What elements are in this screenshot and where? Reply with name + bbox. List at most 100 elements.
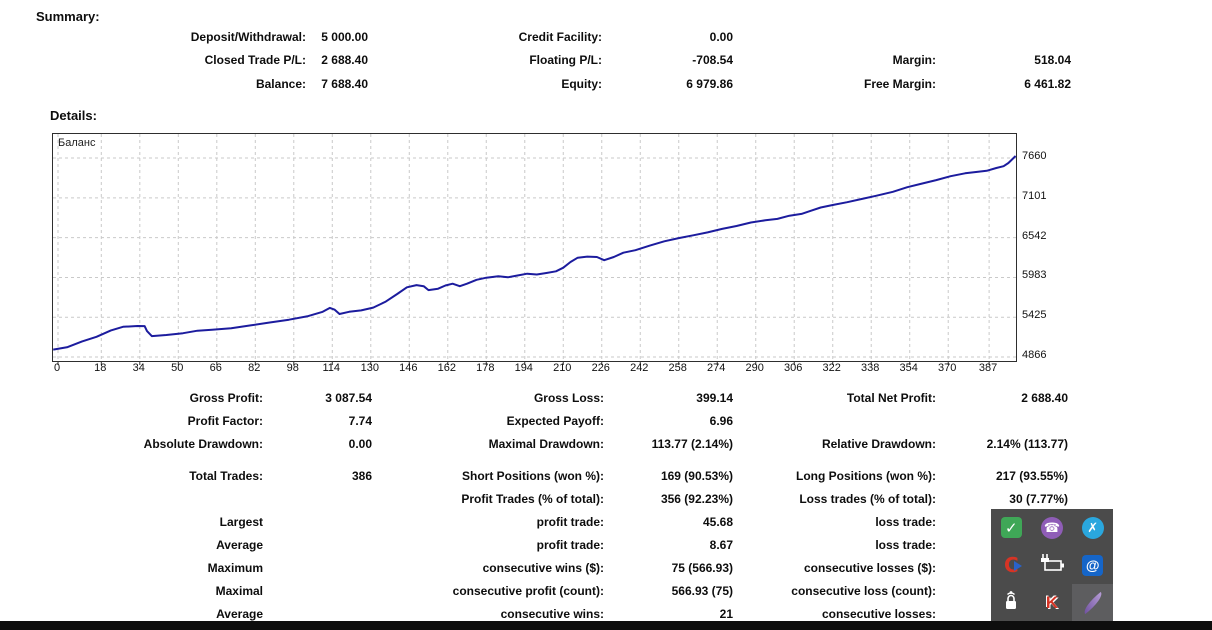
wireless-lock-icon	[999, 589, 1023, 618]
stat-label: loss trade:	[875, 538, 936, 552]
tray-cell-wireless-lock-icon[interactable]	[991, 584, 1032, 622]
feather-quill-icon	[1079, 592, 1106, 615]
stat-value	[250, 538, 372, 553]
x-axis-label: 66	[209, 362, 222, 374]
stat-label: Gross Profit:	[189, 391, 263, 405]
stat-label: Average	[216, 607, 263, 621]
tray-cell-blue-circle-x-icon[interactable]: ✗	[1072, 509, 1113, 547]
x-axis-label: 0	[53, 362, 61, 374]
tray-cell-at-messenger-icon[interactable]: @	[1072, 547, 1113, 585]
stat-value	[250, 515, 372, 530]
x-axis-label: 370	[938, 362, 957, 374]
stat-value: 518.04	[1034, 53, 1071, 67]
stat-label: Short Positions (won %):	[462, 469, 604, 483]
stat-label: Long Positions (won %):	[796, 469, 936, 483]
stat-label: Profit Trades (% of total):	[461, 492, 604, 506]
details-title: Details:	[50, 108, 97, 123]
x-axis-label: 322	[822, 362, 841, 374]
stat-label: Equity:	[561, 77, 602, 91]
stat-value: 566.93 (75)	[671, 584, 733, 598]
stat-value: 356 (92.23%)	[660, 492, 733, 506]
stat-label: Average	[216, 538, 263, 552]
stat-value: 8.67	[709, 538, 733, 552]
stat-label: profit trade:	[536, 538, 604, 552]
battery-plug-icon	[1038, 552, 1066, 579]
system-tray-overflow-popup[interactable]: ✓ ☎ ✗ C @ K	[991, 509, 1113, 622]
stat-value: 3 087.54	[325, 391, 372, 405]
stat-label: Total Trades:	[189, 469, 263, 483]
stat-value	[950, 414, 1068, 429]
y-axis-label: 5425	[1022, 309, 1047, 322]
stat-value: 30 (7.77%)	[1009, 492, 1068, 506]
stat-value: 6.96	[709, 414, 733, 428]
x-axis-label: 242	[630, 362, 649, 374]
x-axis-label: 194	[514, 362, 533, 374]
stat-label: Maximum	[207, 561, 263, 575]
stat-label: Margin:	[892, 53, 936, 67]
stat-label: Maximal	[215, 584, 263, 598]
tray-cell-battery-plug-icon[interactable]	[1032, 547, 1073, 585]
tray-cell-viber-phone-icon[interactable]: ☎	[1032, 509, 1073, 547]
stat-label: Floating P/L:	[529, 53, 602, 67]
y-axis-label: 4866	[1022, 349, 1047, 361]
x-axis-label: 290	[745, 362, 764, 374]
stat-value: 2.14% (113.77)	[986, 437, 1068, 451]
tray-cell-feather-quill-icon[interactable]	[1072, 584, 1113, 622]
stat-label: consecutive losses:	[821, 607, 936, 621]
stat-label: Largest	[219, 515, 263, 529]
x-axis-label: 178	[476, 362, 495, 374]
chart-series-label: Баланс	[58, 137, 96, 149]
x-axis-label: 130	[360, 362, 379, 374]
x-axis-label: 50	[171, 362, 184, 374]
stat-label: profit trade:	[536, 515, 604, 529]
y-axis-label: 7660	[1022, 150, 1047, 162]
stat-label	[780, 30, 936, 45]
check-sync-icon: ✓	[1000, 517, 1022, 539]
stat-label: Relative Drawdown:	[821, 437, 936, 451]
x-axis-label: 338	[861, 362, 880, 374]
balance-curve-svg	[53, 134, 1017, 365]
x-axis-label: 387	[978, 362, 998, 374]
x-axis-label: 82	[248, 362, 261, 374]
stat-label: Maximal Drawdown:	[488, 437, 604, 451]
stat-value: 45.68	[702, 515, 733, 529]
stat-label: loss trade:	[875, 515, 936, 529]
stat-label: Absolute Drawdown:	[143, 437, 263, 451]
stat-value	[250, 561, 372, 576]
blue-circle-x-icon: ✗	[1081, 516, 1104, 539]
stat-value: 7.74	[348, 414, 372, 428]
stat-label: Deposit/Withdrawal:	[190, 30, 306, 44]
stat-label: consecutive profit (count):	[452, 584, 604, 598]
x-axis-label: 226	[591, 362, 610, 374]
stat-label	[745, 414, 936, 429]
balance-chart: Баланс	[52, 133, 1017, 365]
y-axis-label: 6542	[1022, 229, 1047, 242]
stat-value: 75 (566.93)	[671, 561, 733, 575]
stat-label: Profit Factor:	[187, 414, 263, 428]
stat-value: 399.14	[696, 391, 733, 405]
tray-cell-ccleaner-icon[interactable]: C	[991, 547, 1032, 585]
x-axis-label: 114	[322, 362, 341, 374]
kaspersky-k-icon: K	[1045, 593, 1059, 613]
viber-phone-icon: ☎	[1040, 516, 1063, 539]
stat-value: 0.00	[348, 437, 372, 451]
stat-label: Balance:	[255, 77, 306, 91]
stat-label: consecutive wins ($):	[482, 561, 604, 575]
x-axis-label: 274	[707, 362, 726, 374]
stat-label: Total Net Profit:	[846, 391, 936, 405]
tray-cell-check-sync-icon[interactable]: ✓	[991, 509, 1032, 547]
x-axis-label: 354	[899, 362, 918, 374]
stat-label	[40, 492, 263, 507]
stat-value: 5 000.00	[321, 30, 368, 44]
summary-title: Summary:	[36, 9, 100, 24]
y-axis-label: 5983	[1022, 269, 1047, 282]
tray-cell-kaspersky-k-icon[interactable]: K	[1032, 584, 1073, 622]
at-messenger-icon: @	[1082, 554, 1104, 576]
stat-value	[950, 30, 1071, 45]
x-axis-label: 146	[399, 362, 418, 374]
stat-value	[250, 492, 372, 507]
stat-label: consecutive wins:	[500, 607, 604, 621]
stat-value: 2 688.40	[321, 53, 368, 67]
stat-value: 0.00	[709, 30, 733, 44]
x-axis-label: 18	[94, 362, 107, 374]
